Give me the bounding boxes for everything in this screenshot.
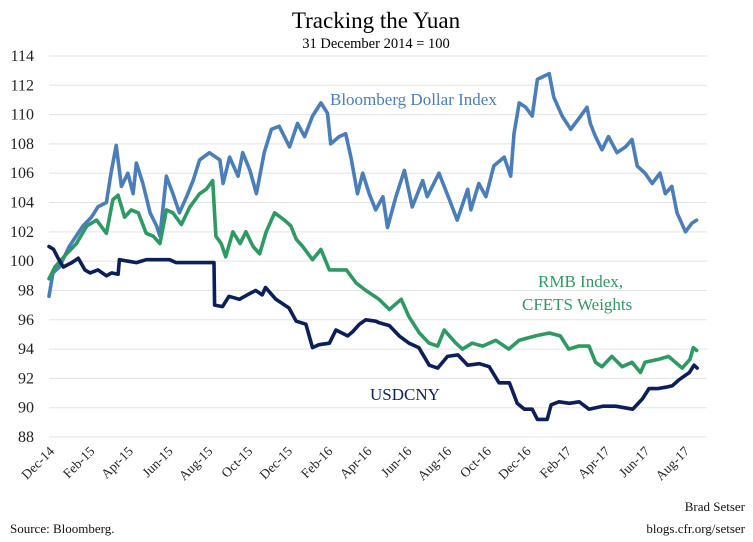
series-label-usdcny: USDCNY <box>370 385 440 404</box>
y-tick-label: 100 <box>10 253 34 270</box>
author-credit: Brad Setser <box>685 499 746 514</box>
x-tick-label: Feb-17 <box>537 443 575 481</box>
series-line-bloomberg-dollar-index <box>47 71 699 299</box>
series-label-rmb-line2: CFETS Weights <box>522 295 632 314</box>
x-tick-label: Oct-15 <box>218 443 255 480</box>
x-tick-label: Aug-17 <box>653 443 693 483</box>
x-tick-label: Apr-15 <box>98 443 136 481</box>
site-credit: blogs.cfr.org/setser <box>646 521 745 536</box>
y-tick-label: 104 <box>10 195 34 212</box>
y-tick-label: 106 <box>10 165 34 182</box>
y-tick-label: 96 <box>18 312 34 329</box>
series-line-rmb-index-cfets-weights <box>47 178 699 375</box>
series-label-bloomberg: Bloomberg Dollar Index <box>330 90 497 109</box>
x-tick-label: Aug-16 <box>414 443 454 483</box>
x-axis-ticks: Dec-14 Feb-15 Apr-15 Jun-15 Aug-15 Oct-15 Dec-… <box>18 443 692 483</box>
x-tick-label: Dec-15 <box>256 443 295 482</box>
y-tick-label: 108 <box>10 136 34 153</box>
series-lines <box>47 71 699 422</box>
series-label-rmb-line1: RMB Index, <box>538 272 623 291</box>
x-tick-label: Jun-15 <box>139 443 176 480</box>
gridlines <box>49 55 707 438</box>
x-tick-label: Apr-17 <box>575 443 613 481</box>
x-tick-label: Dec-16 <box>495 443 534 482</box>
y-axis-ticks: 88 90 92 94 96 98 100 102 104 106 108 110 112 114 <box>10 48 34 446</box>
series-line-usdcny <box>47 244 699 422</box>
x-tick-label: Dec-14 <box>18 443 57 482</box>
y-tick-label: 98 <box>18 282 34 299</box>
y-tick-label: 90 <box>18 400 34 417</box>
chart-subtitle: 31 December 2014 = 100 <box>302 36 450 52</box>
x-tick-label: Feb-16 <box>298 443 336 481</box>
x-tick-label: Jun-17 <box>616 443 653 480</box>
x-tick-label: Jun-16 <box>378 443 415 480</box>
y-tick-label: 92 <box>18 370 34 387</box>
x-tick-label: Oct-16 <box>457 443 494 480</box>
y-tick-label: 114 <box>11 48 34 65</box>
x-tick-label: Apr-16 <box>337 443 375 481</box>
y-tick-label: 112 <box>11 77 34 94</box>
source-note: Source: Bloomberg. <box>10 521 114 536</box>
x-tick-label: Feb-15 <box>60 443 98 481</box>
chart-title: Tracking the Yuan <box>292 8 461 33</box>
y-tick-label: 102 <box>10 224 34 241</box>
y-tick-label: 110 <box>11 107 34 124</box>
y-tick-label: 94 <box>18 341 34 358</box>
y-tick-label: 88 <box>18 429 34 446</box>
x-tick-label: Aug-15 <box>176 443 216 483</box>
